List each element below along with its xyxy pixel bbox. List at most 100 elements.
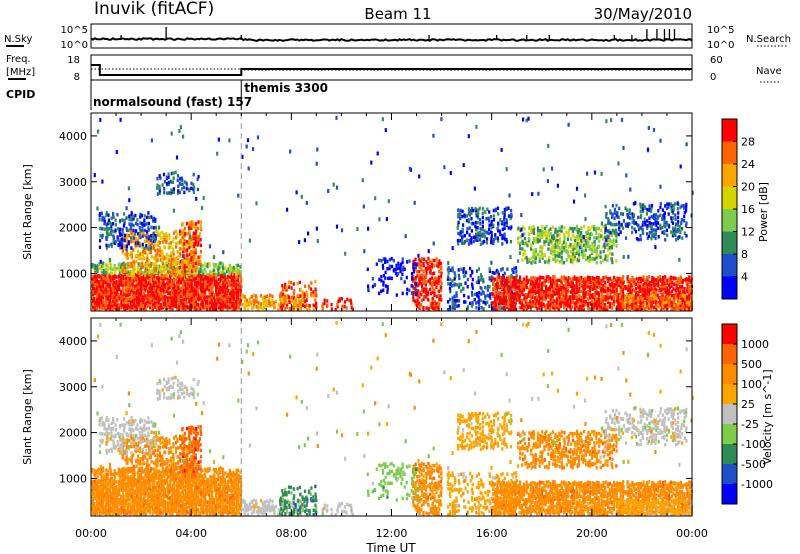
power-cell (138, 226, 141, 230)
power-cell (488, 267, 491, 271)
power-cell (536, 231, 540, 235)
power-cell (420, 256, 424, 261)
power-cell (627, 284, 630, 289)
power-cell (461, 239, 464, 243)
power-cell (100, 267, 103, 271)
power-cell (201, 269, 204, 273)
power-cell (499, 291, 502, 295)
power-cell (648, 303, 651, 307)
power-cell (235, 290, 238, 295)
power-cell (575, 247, 578, 251)
power-cell (200, 286, 203, 291)
power-cell (519, 246, 522, 251)
power-cell (156, 252, 159, 256)
power-cell (112, 240, 115, 245)
power-cell (547, 229, 550, 233)
power-cell (615, 259, 618, 263)
power-cell (273, 303, 276, 307)
power-cell (179, 286, 182, 290)
power-cell (211, 303, 214, 307)
power-cell (130, 264, 133, 268)
power-cell (145, 243, 148, 248)
power-cell (195, 284, 199, 289)
power-cell (479, 231, 482, 235)
power-cell (575, 304, 578, 308)
power-cell (613, 283, 616, 287)
power-cell (684, 297, 687, 301)
power-cell (208, 303, 211, 307)
power-cell (186, 294, 189, 298)
power-cell (617, 303, 620, 307)
power-cell (170, 282, 173, 286)
power-cell (652, 215, 655, 219)
power-cell (170, 188, 173, 192)
power-cell (536, 237, 539, 242)
power-cell (531, 300, 534, 304)
power-cell (505, 167, 508, 172)
power-cell (538, 254, 541, 258)
power-cell (143, 249, 146, 254)
power-cell (494, 235, 497, 240)
power-cell (622, 297, 625, 301)
power-cell (98, 262, 101, 266)
power-cell (154, 217, 157, 222)
power-cell (229, 289, 232, 293)
power-cell (217, 268, 220, 272)
power-cell (661, 297, 664, 301)
power-cell (644, 280, 647, 284)
power-cell (480, 306, 483, 310)
power-cell (431, 296, 434, 301)
power-cell (642, 283, 645, 287)
power-cell (538, 275, 541, 279)
power-cell (165, 272, 168, 276)
power-cell (674, 229, 677, 234)
power-cell (192, 289, 196, 293)
power-cell (170, 299, 173, 303)
power-cell (437, 294, 440, 298)
power-cell (567, 289, 570, 294)
power-cell (113, 288, 116, 292)
power-cell (179, 239, 182, 243)
power-cell (219, 297, 222, 301)
power-cell (194, 255, 197, 259)
power-cell (545, 303, 548, 308)
power-cell (503, 213, 506, 217)
power-cell (149, 305, 152, 310)
power-cell (534, 280, 537, 285)
power-cell (644, 222, 647, 227)
power-cell (281, 284, 284, 288)
power-cell (597, 303, 600, 308)
power-cell (135, 282, 138, 286)
power-cell (496, 291, 499, 295)
power-cell (455, 291, 458, 295)
power-cell (470, 236, 473, 240)
power-cell (527, 301, 530, 306)
power-cell (149, 246, 152, 250)
power-cell (496, 206, 500, 210)
power-cell (457, 242, 460, 246)
power-cell (623, 305, 626, 310)
power-cell (573, 303, 577, 308)
power-cell (219, 290, 222, 295)
power-cell (483, 232, 486, 237)
power-cell (188, 259, 191, 264)
power-cell (558, 296, 561, 300)
power-cell (163, 255, 166, 259)
power-cell (585, 279, 588, 284)
power-cell (498, 306, 501, 311)
power-cell (163, 274, 166, 278)
power-cell (208, 262, 211, 266)
power-cell (677, 220, 680, 224)
power-cell (530, 228, 533, 233)
power-cell (418, 293, 421, 297)
power-cell (418, 304, 421, 309)
power-cell (606, 295, 609, 300)
power-cell (589, 307, 592, 311)
power-cell (563, 240, 566, 245)
power-cell (114, 241, 117, 245)
power-cell (462, 234, 465, 238)
power-cell (543, 297, 546, 301)
power-cell (490, 301, 493, 305)
power-cell (237, 287, 240, 292)
power-cell (138, 243, 141, 248)
